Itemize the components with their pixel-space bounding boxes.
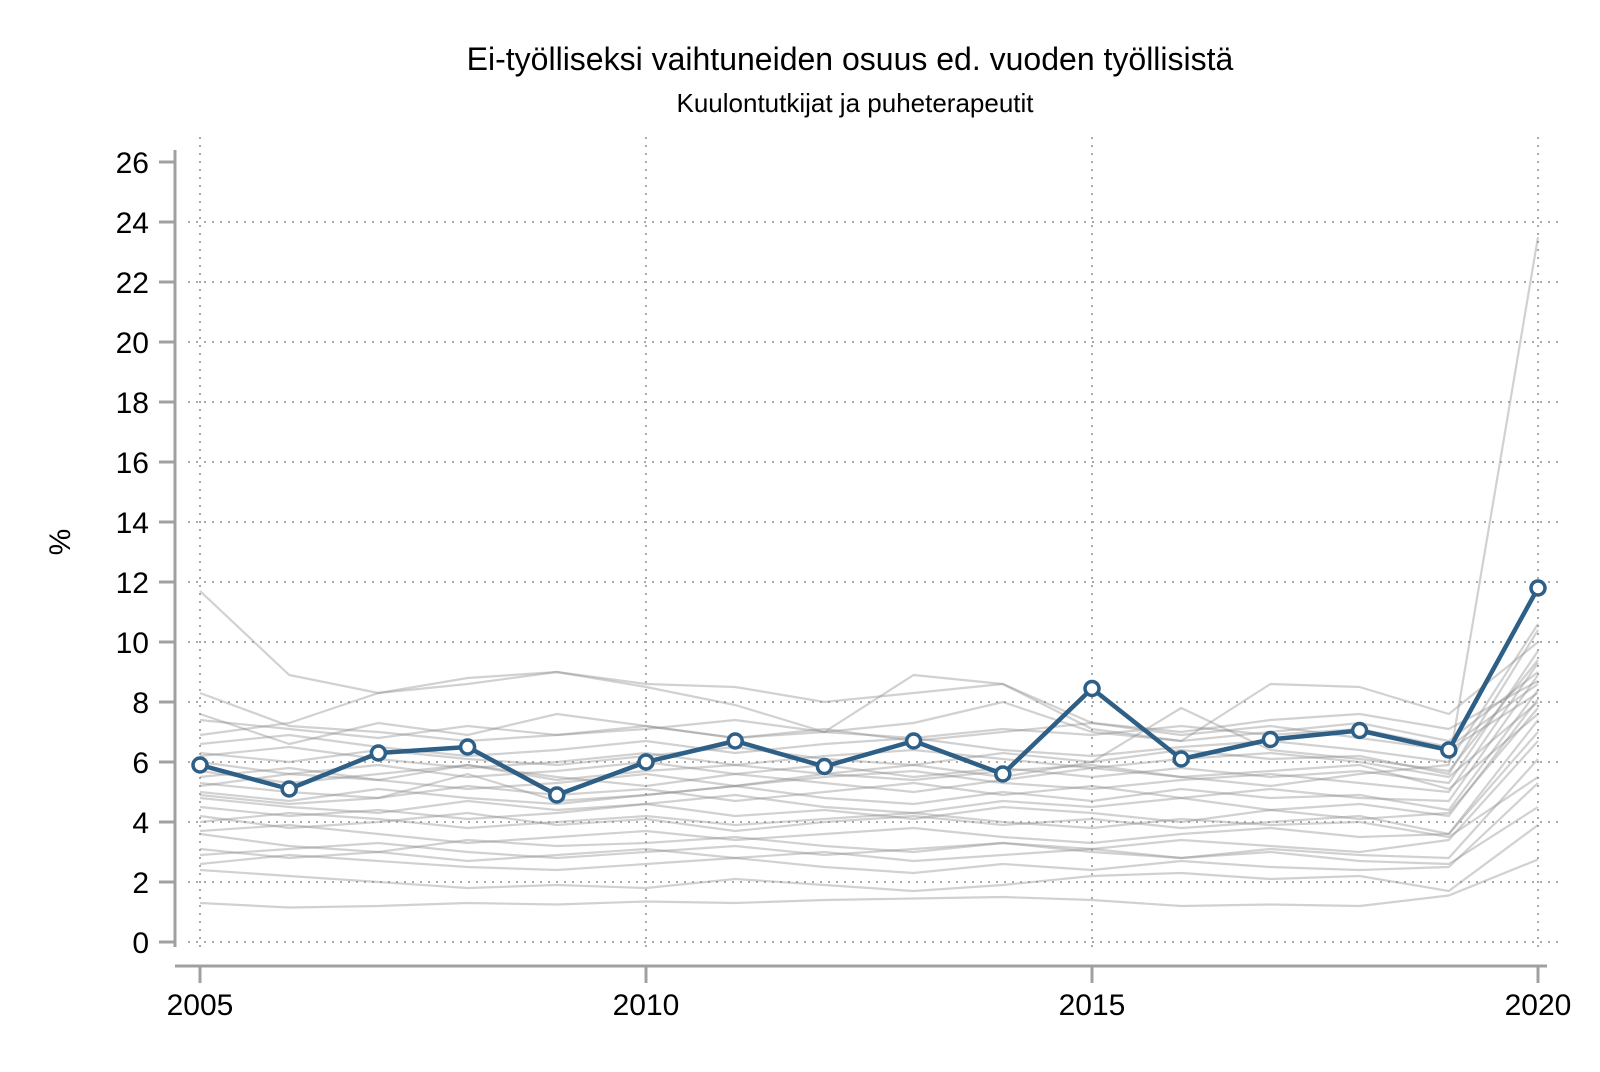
- x-tick-label: 2015: [1059, 989, 1126, 1022]
- x-tick-label: 2020: [1505, 989, 1572, 1022]
- x-tick-label: 2005: [167, 989, 234, 1022]
- y-tick-label: 16: [116, 447, 149, 480]
- data-point-marker: [904, 732, 923, 750]
- background-series-line: [199, 590, 1539, 734]
- background-series-line: [199, 806, 1539, 866]
- background-series-line: [199, 824, 1539, 893]
- y-tick-label: 24: [116, 207, 149, 240]
- y-tick-label: 4: [132, 807, 149, 840]
- data-point-marker: [191, 756, 209, 774]
- y-tick-label: 20: [116, 327, 149, 360]
- data-point-marker: [726, 732, 744, 750]
- x-tick-label: 2010: [613, 989, 680, 1022]
- background-series: [199, 236, 1540, 909]
- y-tick-label: 22: [116, 267, 149, 300]
- y-tick-label: 26: [116, 147, 149, 180]
- background-series-line: [199, 758, 1539, 860]
- data-point-marker: [994, 765, 1012, 783]
- y-tick-label: 14: [116, 507, 149, 540]
- data-point-marker: [369, 744, 388, 762]
- data-point-marker: [1172, 750, 1190, 768]
- gridlines: [188, 137, 1560, 953]
- data-point-marker: [458, 738, 477, 756]
- main-series: [191, 579, 1547, 804]
- y-tick-label: 0: [132, 927, 149, 960]
- background-series-line: [199, 782, 1539, 875]
- y-tick-label: 12: [116, 567, 149, 600]
- background-series-line: [199, 674, 1539, 803]
- background-series-line: [199, 731, 1539, 845]
- background-series-line: [199, 650, 1539, 785]
- background-series-line: [199, 641, 1539, 743]
- data-point-marker: [548, 786, 566, 804]
- data-point-marker: [1350, 721, 1369, 740]
- background-series-line: [199, 662, 1539, 794]
- y-tick-label: 2: [132, 867, 149, 900]
- data-point-marker: [1083, 679, 1101, 698]
- y-tick-label: 8: [132, 687, 149, 720]
- y-tick-label: 18: [116, 387, 149, 420]
- background-series-line: [199, 719, 1539, 836]
- chart-subtitle: Kuulontutkijat ja puheterapeutit: [676, 88, 1034, 118]
- background-series-line: [199, 740, 1539, 854]
- y-axis-label: %: [44, 529, 77, 556]
- main-series-line: [199, 586, 1540, 798]
- background-series-line: [199, 707, 1539, 824]
- background-series-line: [199, 858, 1539, 909]
- background-series-line: [199, 629, 1539, 776]
- background-series-line: [199, 623, 1539, 764]
- axes: [159, 150, 1547, 983]
- background-series-line: [199, 689, 1539, 812]
- background-series-line: [199, 236, 1540, 794]
- background-series-line: [199, 698, 1539, 818]
- chart-title: Ei-työlliseksi vaihtuneiden osuus ed. vu…: [467, 41, 1234, 77]
- background-series-line: [199, 692, 1539, 752]
- data-point-marker: [637, 753, 655, 771]
- data-point-marker: [1529, 579, 1547, 597]
- background-series-line: [199, 776, 1539, 839]
- background-series-line: [199, 713, 1539, 791]
- y-tick-label: 10: [116, 627, 149, 660]
- background-series-line: [199, 683, 1539, 749]
- data-point-marker: [1261, 730, 1280, 749]
- data-point-marker: [1440, 741, 1458, 759]
- background-series-line: [199, 659, 1539, 806]
- background-series-line: [199, 671, 1539, 743]
- data-point-marker: [280, 780, 298, 798]
- data-point-marker: [815, 757, 834, 776]
- y-tick-label: 6: [132, 747, 149, 780]
